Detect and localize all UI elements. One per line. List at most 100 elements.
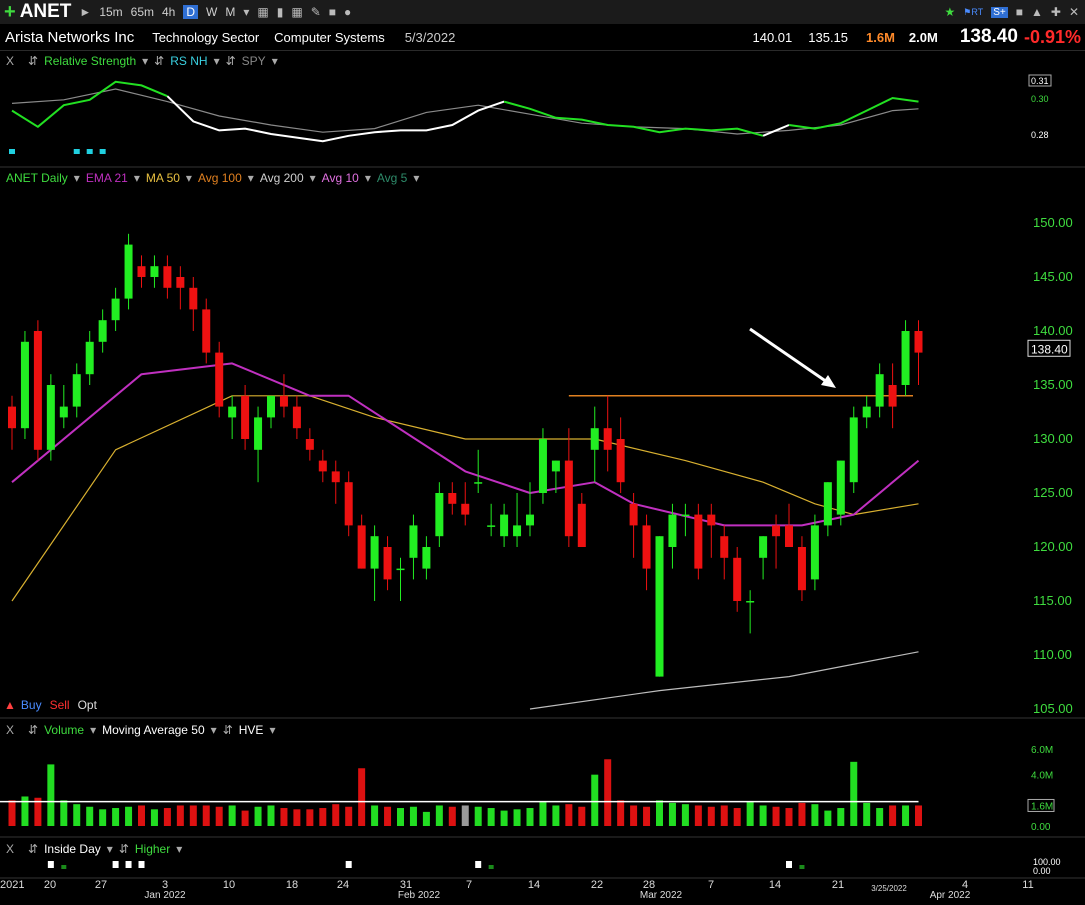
chevron-down-icon[interactable]: ▾ — [133, 171, 140, 185]
price-tick-label-0: 150.00 — [1033, 215, 1073, 230]
volume-bar-10 — [138, 805, 145, 826]
realtime-flag-icon[interactable]: ⚑RT — [963, 6, 984, 17]
price-tick-label-9: 105.00 — [1033, 701, 1073, 716]
chart-type-icon[interactable]: ▦ — [257, 5, 269, 19]
candle-66 — [862, 406, 871, 418]
candle-6 — [85, 341, 94, 375]
inside-day-move-icon[interactable]: ⇵ — [28, 842, 39, 856]
spy-move-icon[interactable]: ⇵ — [225, 54, 236, 68]
chevron-down-icon[interactable]: ▾ — [73, 171, 80, 185]
chevron-down-icon[interactable]: ▾ — [413, 171, 420, 185]
buy-button[interactable]: Buy — [20, 698, 42, 712]
volume-close-button[interactable]: X — [6, 723, 15, 737]
hve-label[interactable]: HVE — [238, 723, 264, 737]
chevron-down-icon[interactable]: ▾ — [213, 54, 220, 68]
candle-47 — [616, 439, 625, 483]
rs-tick-label-2: 0.28 — [1031, 130, 1049, 140]
calculator-icon[interactable]: ▦ — [291, 5, 303, 19]
chevron-down-icon[interactable]: ▾ — [106, 842, 113, 856]
higher-move-icon[interactable]: ⇵ — [118, 842, 129, 856]
rs-label[interactable]: Relative Strength — [44, 54, 137, 68]
volume-bar-62 — [811, 804, 819, 826]
chevron-down-icon[interactable]: ▾ — [243, 5, 250, 19]
higher-label[interactable]: Higher — [134, 842, 171, 856]
volume-move-icon[interactable]: ⇵ — [28, 723, 39, 737]
trade-icon[interactable]: ▲ — [4, 698, 16, 712]
volume-bar-9 — [125, 806, 133, 826]
candle-20 — [267, 395, 275, 418]
indicator-label-6[interactable]: Avg 5 — [376, 171, 408, 185]
timeframe-65m[interactable]: 65m — [130, 5, 154, 19]
rs-nh-move-icon[interactable]: ⇵ — [154, 54, 165, 68]
rs-move-icon[interactable]: ⇵ — [28, 54, 39, 68]
rs-close-button[interactable]: X — [6, 54, 15, 68]
chevron-down-icon[interactable]: ▾ — [364, 171, 371, 185]
add-symbol-icon[interactable]: + — [4, 0, 16, 23]
price-tick-label-4: 130.00 — [1033, 431, 1073, 446]
rs-new-high-mark-3 — [99, 149, 106, 154]
close-icon[interactable]: ✕ — [1068, 5, 1079, 19]
indicator-label-2[interactable]: MA 50 — [145, 171, 180, 185]
hve-move-icon[interactable]: ⇵ — [222, 723, 233, 737]
comment-icon[interactable]: ■ — [328, 5, 336, 19]
timeframe-monthly[interactable]: M — [225, 5, 236, 19]
indicator-label-0[interactable]: ANET Daily — [6, 171, 68, 185]
chevron-down-icon[interactable]: ▾ — [210, 723, 217, 737]
chevron-down-icon[interactable]: ▾ — [142, 54, 149, 68]
candle-27 — [357, 525, 366, 569]
info-bar: Arista Networks Inc Technology Sector Co… — [0, 24, 1085, 51]
chevron-down-icon[interactable]: ▾ — [271, 54, 278, 68]
date-axis-label-6: 18 — [286, 879, 298, 891]
volume-speaker-icon[interactable]: ► — [79, 5, 92, 19]
date-axis-label-8: 31 — [400, 879, 412, 891]
chevron-down-icon[interactable]: ▾ — [176, 842, 183, 856]
date-axis-label-9: Feb 2022 — [398, 890, 441, 901]
draw-pen-icon[interactable]: ✎ — [310, 5, 321, 19]
candle-42 — [551, 460, 560, 472]
save-icon[interactable]: ■ — [1015, 5, 1023, 19]
share-icon[interactable]: ● — [344, 5, 352, 19]
timeframe-4h[interactable]: 4h — [162, 5, 176, 19]
sell-button[interactable]: Sell — [49, 698, 70, 712]
candle-25 — [331, 471, 340, 483]
volume-bar-56 — [733, 808, 741, 826]
price-tick-label-6: 120.00 — [1033, 539, 1073, 554]
star-icon[interactable]: ★ — [944, 5, 956, 19]
candle-48 — [629, 503, 638, 526]
last-price-tag: 138.40 — [1031, 342, 1068, 356]
volume-bar-34 — [448, 806, 456, 826]
indicator-label-1[interactable]: EMA 21 — [85, 171, 128, 185]
volume-bar-42 — [552, 805, 560, 826]
settings-icon[interactable]: ▲ — [1030, 5, 1043, 19]
spy-label[interactable]: SPY — [241, 54, 266, 68]
rs-nh-label[interactable]: RS NH — [170, 54, 208, 68]
volume-ma-label[interactable]: Moving Average 50 — [102, 723, 205, 737]
date-axis-label-11: 14 — [528, 879, 540, 891]
timeframe-weekly[interactable]: W — [206, 5, 218, 19]
inside-day-close-button[interactable]: X — [6, 842, 15, 856]
indicator-label-5[interactable]: Avg 10 — [321, 171, 359, 185]
chevron-down-icon[interactable]: ▾ — [309, 171, 316, 185]
chevron-down-icon[interactable]: ▾ — [185, 171, 192, 185]
move-icon[interactable]: ✚ — [1050, 5, 1061, 19]
options-button[interactable]: Opt — [77, 698, 97, 712]
symbol-label[interactable]: ANET — [19, 1, 72, 22]
volume-bar-60 — [785, 808, 793, 826]
rs-line-white — [166, 95, 505, 143]
indicator-label-3[interactable]: Avg 100 — [197, 171, 242, 185]
date-axis-label-17: 21 — [832, 879, 844, 891]
timeframe-daily[interactable]: D — [183, 5, 199, 19]
chevron-down-icon[interactable]: ▾ — [247, 171, 254, 185]
chevron-down-icon[interactable]: ▾ — [269, 723, 276, 737]
bar-style-icon[interactable]: ▮ — [276, 5, 284, 19]
inside-day-label[interactable]: Inside Day — [44, 842, 101, 856]
chevron-down-icon[interactable]: ▾ — [90, 723, 97, 737]
sector-label[interactable]: Technology Sector — [152, 29, 260, 45]
splus-icon[interactable]: S+ — [991, 6, 1008, 18]
industry-label[interactable]: Computer Systems — [274, 29, 385, 45]
volume-label[interactable]: Volume — [44, 723, 85, 737]
timeframe-15m[interactable]: 15m — [99, 5, 123, 19]
volume-bar-6 — [86, 806, 94, 826]
indicator-label-4[interactable]: Avg 200 — [259, 171, 304, 185]
